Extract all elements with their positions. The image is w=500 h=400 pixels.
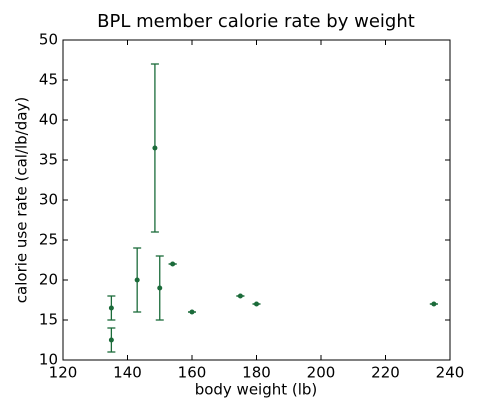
point [157,285,163,291]
point [152,145,158,151]
y-tick-label: 25 [39,231,58,249]
point [108,305,114,311]
y-tick-label: 40 [39,111,58,129]
chart-title: BPL member calorie rate by weight [97,11,415,32]
y-tick-label: 30 [39,191,58,209]
x-tick-label: 160 [178,364,207,382]
x-tick-label: 180 [242,364,271,382]
y-axis-label: calorie use rate (cal/lb/day) [13,97,31,303]
x-axis-label: body weight (lb) [195,381,318,399]
x-tick-label: 200 [307,364,336,382]
plot-frame [62,39,451,361]
x-tick-label: 120 [49,364,78,382]
point [170,261,176,267]
y-tick-label: 20 [39,271,58,289]
y-tick-label: 15 [39,311,58,329]
point [431,301,437,307]
x-tick-label: 220 [371,364,400,382]
point [189,309,195,315]
x-tick-label: 240 [436,364,465,382]
y-tick-label: 35 [39,151,58,169]
point [237,293,243,299]
y-tick-label: 10 [39,351,58,369]
point [254,301,259,307]
y-tick-label: 45 [39,71,58,89]
point [108,337,114,343]
point [134,277,140,283]
y-tick-label: 50 [39,31,58,49]
x-tick-label: 140 [113,364,142,382]
